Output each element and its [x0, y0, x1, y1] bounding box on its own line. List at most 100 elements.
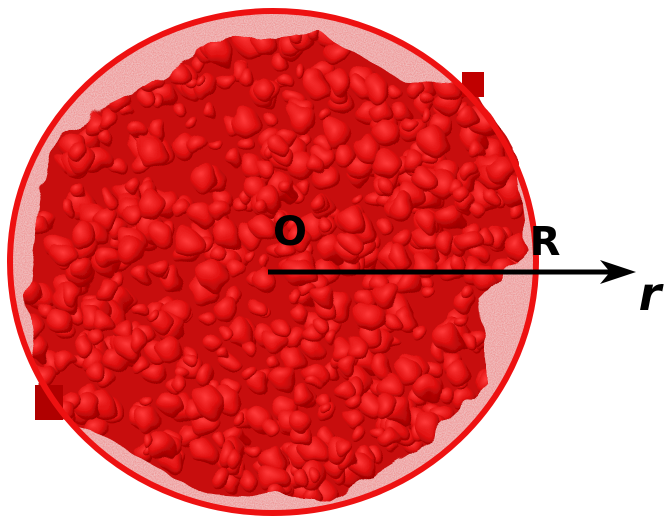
surface-bump: [387, 193, 416, 222]
surface-bump: [270, 138, 288, 156]
surface-bump: [262, 419, 277, 434]
surface-bump: [323, 120, 351, 148]
surface-bump: [371, 149, 400, 178]
surface-bump: [460, 163, 481, 184]
diagram: O R r: [0, 0, 670, 519]
surface-bump: [462, 333, 475, 346]
surface-bump: [141, 434, 154, 447]
surface-bump: [389, 247, 410, 268]
surface-bump: [190, 439, 214, 463]
surface-bump: [458, 109, 480, 131]
surface-bump: [308, 377, 320, 389]
surface-bump: [239, 70, 256, 87]
surface-bump: [184, 116, 199, 131]
surface-bump: [277, 72, 291, 86]
surface-bump: [320, 220, 334, 234]
surface-bump: [240, 473, 258, 491]
surface-bump: [305, 155, 322, 172]
surface-bump: [127, 330, 148, 351]
surface-bump: [461, 286, 475, 300]
surface-bump: [405, 79, 425, 99]
surface-bump: [128, 354, 147, 373]
surface-bump: [204, 335, 221, 352]
surface-bump: [311, 472, 323, 484]
surface-bump: [434, 232, 455, 253]
surface-bump: [373, 281, 401, 309]
surface-bump: [89, 330, 105, 346]
surface-bump: [351, 427, 368, 444]
surface-bump: [52, 242, 76, 266]
surface-bump: [147, 309, 161, 323]
surface-bump: [200, 311, 215, 326]
surface-bump: [350, 192, 363, 205]
surface-bump: [294, 65, 307, 78]
surface-bump: [313, 318, 327, 332]
surface-bump: [240, 363, 257, 380]
surface-bump: [137, 138, 167, 168]
surface-bump: [172, 102, 185, 115]
surface-bump: [281, 183, 294, 196]
surface-bump: [59, 283, 80, 304]
center-label: O: [273, 209, 307, 255]
surface-bump: [322, 328, 337, 343]
surface-bump: [102, 193, 116, 207]
radius-label: R: [530, 219, 561, 265]
surface-bump: [138, 193, 167, 222]
surface-bump: [249, 214, 273, 238]
surface-bump: [141, 396, 154, 409]
surface-bump: [445, 360, 470, 385]
surface-bump: [207, 465, 230, 488]
surface-bump: [346, 410, 365, 429]
surface-bump: [433, 324, 462, 353]
surface-bump: [197, 260, 227, 290]
surface-bump: [401, 116, 417, 132]
surface-bump: [456, 228, 483, 255]
surface-bump: [135, 268, 152, 285]
surface-bump: [66, 140, 87, 161]
surface-bump: [220, 327, 233, 340]
surface-bump: [71, 257, 94, 280]
surface-bump: [132, 302, 147, 317]
surface-bump: [227, 452, 245, 470]
surface-bump: [46, 308, 71, 333]
surface-bump: [390, 88, 403, 101]
surface-bump: [266, 356, 278, 368]
surface-bump: [175, 202, 195, 222]
surface-bump: [373, 394, 399, 420]
axis-label: r: [639, 267, 665, 321]
surface-bump: [86, 362, 106, 382]
surface-bump: [137, 409, 163, 435]
surface-bump: [321, 110, 334, 123]
surface-bump: [68, 220, 96, 248]
surface-bump: [419, 127, 448, 156]
surface-bump: [210, 200, 231, 221]
surface-bump: [378, 219, 393, 234]
surface-bump: [420, 213, 440, 233]
surface-bump: [297, 180, 311, 194]
surface-bump: [378, 178, 392, 192]
surface-bump: [333, 145, 355, 167]
surface-bump: [263, 112, 276, 125]
page: O R r (() => { const data = JSON.parse(d…: [0, 0, 670, 519]
surface-bump: [311, 197, 328, 214]
surface-bump: [255, 200, 268, 213]
surface-bump: [155, 336, 181, 362]
surface-bump: [208, 137, 222, 151]
surface-bump: [212, 220, 240, 248]
surface-bump: [217, 348, 229, 360]
surface-bump: [467, 142, 484, 159]
surface-bump: [413, 168, 434, 189]
surface-bump: [292, 469, 308, 485]
surface-bump: [422, 93, 434, 105]
surface-bump: [149, 222, 172, 245]
surface-bump: [264, 331, 288, 355]
surface-bump: [270, 318, 287, 335]
surface-bump: [341, 233, 360, 252]
surface-bump: [174, 229, 203, 258]
surface-bump: [204, 106, 218, 120]
surface-bump: [54, 351, 76, 373]
surface-bump: [290, 411, 311, 432]
surface-bump: [329, 71, 354, 96]
surface-bump: [227, 259, 245, 277]
surface-bump: [457, 318, 469, 330]
